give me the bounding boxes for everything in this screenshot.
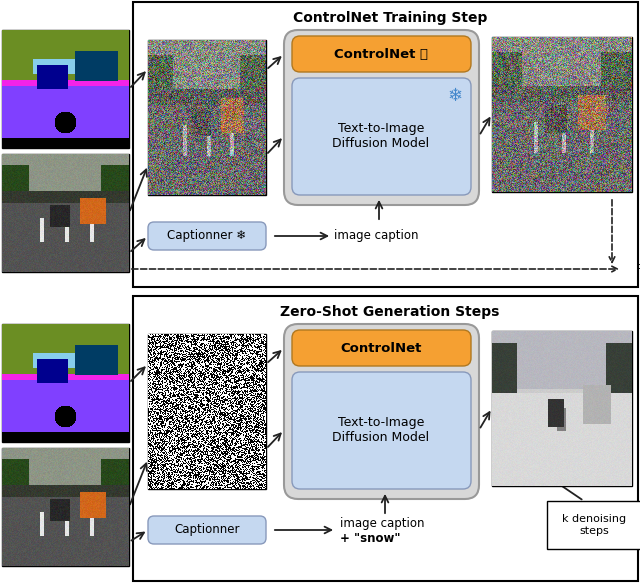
Bar xyxy=(547,501,640,549)
Bar xyxy=(133,2,638,287)
Text: image caption: image caption xyxy=(334,230,419,243)
Text: ControlNet: ControlNet xyxy=(340,342,422,355)
Text: Text-to-Image
Diffusion Model: Text-to-Image Diffusion Model xyxy=(332,122,429,150)
Text: k denoising
steps: k denoising steps xyxy=(562,514,626,536)
Bar xyxy=(148,334,266,489)
Bar xyxy=(492,37,632,192)
Text: Reconstruction Loss: Reconstruction Loss xyxy=(636,264,640,274)
FancyBboxPatch shape xyxy=(292,330,471,366)
Text: ControlNet Training Step: ControlNet Training Step xyxy=(293,11,487,25)
Bar xyxy=(2,30,129,148)
Text: + "snow": + "snow" xyxy=(340,532,401,544)
Text: image caption: image caption xyxy=(340,517,424,530)
Text: Captionner: Captionner xyxy=(174,523,240,537)
FancyBboxPatch shape xyxy=(292,372,471,489)
FancyBboxPatch shape xyxy=(292,78,471,195)
Bar xyxy=(2,448,129,566)
FancyBboxPatch shape xyxy=(292,36,471,72)
Text: ControlNet 🔥: ControlNet 🔥 xyxy=(334,47,428,60)
Text: Captionner ❄️: Captionner ❄️ xyxy=(168,230,246,243)
FancyBboxPatch shape xyxy=(284,30,479,205)
Bar xyxy=(148,40,266,195)
Bar xyxy=(133,296,638,581)
Bar xyxy=(2,324,129,442)
Text: Text-to-Image
Diffusion Model: Text-to-Image Diffusion Model xyxy=(332,416,429,444)
FancyBboxPatch shape xyxy=(284,324,479,499)
Text: Zero-Shot Generation Steps: Zero-Shot Generation Steps xyxy=(280,305,500,319)
FancyBboxPatch shape xyxy=(148,222,266,250)
FancyBboxPatch shape xyxy=(148,516,266,544)
Bar xyxy=(2,154,129,272)
Text: ❄: ❄ xyxy=(447,87,463,105)
Bar xyxy=(492,331,632,486)
